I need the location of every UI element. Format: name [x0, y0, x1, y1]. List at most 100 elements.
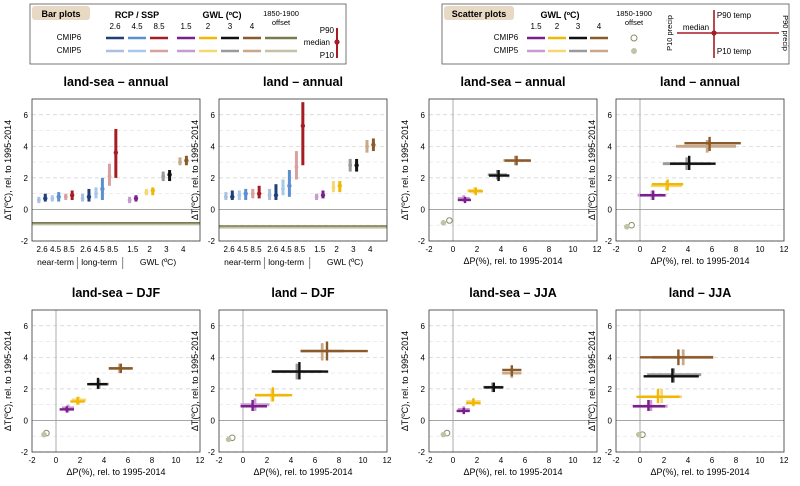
- x-tick-label: 4: [289, 456, 294, 465]
- plot-frame: [428, 98, 598, 242]
- y-tick-label: 2: [421, 174, 426, 183]
- bar-median-cmip5: [281, 187, 285, 191]
- x-tick-label: 2: [662, 245, 667, 254]
- plot-frame: [218, 309, 388, 453]
- bar-legend-key-median: median: [304, 38, 330, 47]
- bar-median-cmip6: [69, 193, 75, 198]
- x-tick-label: 4.5: [281, 245, 293, 254]
- scatter-legend-swatches: [527, 34, 638, 54]
- bar-legend-offset-label: offset: [272, 18, 291, 27]
- y-tick-label: -2: [208, 448, 216, 457]
- offset-marker-cmip5: [636, 431, 642, 438]
- x-tick-label: 12: [383, 456, 392, 465]
- bar-median-cmip6: [150, 188, 155, 193]
- scatter-legend-key-dot: [711, 30, 717, 36]
- bar-median-cmip6: [56, 194, 61, 200]
- scatter-median-cmip6: [271, 393, 275, 398]
- y-axis-label: ΔT(ºC), rel. to 1995-2014: [3, 120, 13, 220]
- x-tick-label: 2: [475, 245, 480, 254]
- scatter-legend-gwl-title: GWL (ºC): [540, 10, 579, 20]
- scatter-median-cmip6: [471, 401, 476, 405]
- plot-frame: [615, 309, 785, 453]
- x-tick-label: -2: [28, 456, 36, 465]
- scatter-median-cmip6: [651, 193, 655, 198]
- bar-median-cmip6: [320, 193, 326, 198]
- x-tick-label: 1.5: [127, 245, 139, 254]
- x-tick-label: 8.5: [63, 245, 75, 254]
- y-axis-label: ΔT(ºC), rel. to 1995-2014: [190, 331, 200, 431]
- y-tick-label: 6: [608, 111, 613, 120]
- x-axis-label: ΔP(%), rel. to 1995-2014: [66, 467, 165, 477]
- scatter-legend-gwl-label: 4: [597, 22, 602, 31]
- chart-title: land-sea – JJA: [469, 286, 557, 300]
- y-tick-label: 6: [24, 111, 29, 120]
- x-axis-label: ΔP(%), rel. to 1995-2014: [650, 467, 749, 477]
- y-tick-label: 2: [421, 385, 426, 394]
- bar-median-cmip6: [337, 183, 342, 188]
- scatter-legend-key-p10-precip: P10 precip: [665, 15, 674, 51]
- panels: land-sea – annual -2 0 2 4 6 ΔT(ºC), rel. to 1…: [3, 75, 789, 477]
- y-tick-label: 2: [211, 385, 216, 394]
- bar-median-cmip5: [63, 194, 68, 199]
- scatter-median-cmip6: [65, 407, 69, 412]
- offset-marker-cmip5: [624, 224, 630, 230]
- bar-median-cmip6: [184, 158, 189, 163]
- bar-legend-gwl-label: 2: [206, 22, 211, 31]
- y-tick-label: -2: [418, 448, 426, 457]
- x-axis-label: ΔP(%), rel. to 1995-2014: [463, 467, 562, 477]
- x-tick-label: 2.6: [224, 245, 236, 254]
- x-tick-label: 4: [368, 245, 373, 254]
- bar-median-cmip6: [230, 194, 235, 200]
- x-tick-label: 10: [359, 456, 368, 465]
- scatter-legend-offset-label: 1850-1900: [616, 9, 652, 18]
- chart-title: land – DJF: [271, 286, 335, 300]
- bar-legend-rcp-title: RCP / SSP: [115, 10, 159, 20]
- scatter-median-cmip6: [75, 399, 80, 404]
- chart-panel: land-sea – JJA -2 0 2 4 6 ΔT(ºC), rel. to 1995…: [400, 286, 602, 477]
- x-tick-label: 4.5: [237, 245, 249, 254]
- scatter-legend-key-median: median: [683, 23, 709, 32]
- x-tick-label: 4: [181, 245, 186, 254]
- y-tick-label: 0: [24, 205, 29, 214]
- y-tick-label: -2: [21, 448, 29, 457]
- bar-median-cmip6: [113, 150, 119, 155]
- offset-marker-cmip5: [440, 431, 447, 438]
- y-tick-label: 4: [24, 142, 29, 151]
- plot-frame: [31, 309, 201, 453]
- y-axis-label: ΔT(ºC), rel. to 1995-2014: [3, 331, 13, 431]
- scatter-legend-row-label: CMIP6: [494, 33, 519, 42]
- scatter-legend-key-p90-temp: P90 temp: [717, 11, 752, 20]
- x-tick-label: 2: [265, 456, 270, 465]
- y-tick-label: 4: [24, 353, 29, 362]
- bar-median-cmip6: [256, 191, 262, 196]
- chart-panel: land – JJA -2 0 2 4 6 ΔT(ºC), rel. to 1995-201…: [587, 286, 789, 477]
- y-tick-label: 0: [608, 416, 613, 425]
- x-tick-label: 8: [547, 245, 552, 254]
- scatter-median-cmip6: [96, 382, 100, 386]
- scatter-plots-legend: Scatter plots GWL (ºC) 1.5 2 3 4 1850-19…: [441, 3, 790, 65]
- scatter-legend-key-p10-temp: P10 temp: [717, 47, 752, 56]
- y-axis-label: ΔT(ºC), rel. to 1995-2014: [587, 331, 597, 431]
- plot-frame: [31, 98, 201, 242]
- bar-legend-gwl-label: 1.5: [180, 22, 192, 31]
- scatter-legend-gwl-label: 1.5: [530, 22, 542, 31]
- x-axis-label: ΔP(%), rel. to 1995-2014: [253, 467, 352, 477]
- scatter-median-cmip6: [462, 409, 466, 413]
- x-tick-label: 8: [547, 456, 552, 465]
- bar-median-cmip5: [107, 174, 112, 179]
- bar-plots-legend: Bar plots RCP / SSP GWL (ºC) 2.6 4.5 8.5…: [29, 3, 347, 65]
- y-tick-label: 4: [421, 353, 426, 362]
- bar-median-cmip5: [36, 198, 41, 202]
- x-group-label: GWL (ºC): [140, 257, 176, 267]
- bar-median-cmip6: [43, 196, 48, 201]
- scatter-median-cmip6: [474, 189, 478, 194]
- x-tick-label: 6: [523, 456, 528, 465]
- chart-panel: land – DJF -2 0 2 4 6 ΔT(ºC), rel. to 1995-201…: [190, 286, 392, 477]
- bar-legend-row-label: CMIP5: [57, 46, 82, 55]
- x-tick-label: 4: [686, 456, 691, 465]
- offset-marker-cmip6: [628, 221, 635, 229]
- y-tick-label: 4: [421, 142, 426, 151]
- bar-legend-rcp-label: 2.6: [109, 22, 121, 31]
- bar-median-cmip5: [161, 174, 166, 179]
- scatter-legend-gwl-label: 2: [555, 22, 560, 31]
